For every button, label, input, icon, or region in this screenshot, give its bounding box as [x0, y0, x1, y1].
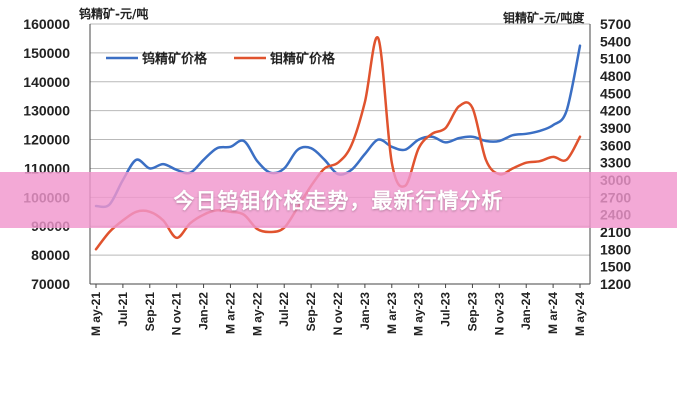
- banner-title: 今日钨钼价格走势，最新行情分析: [173, 189, 504, 213]
- right-axis-ticks: 1200150018002100240027003000330036003900…: [600, 16, 631, 292]
- left-tick-label: 130000: [23, 103, 70, 119]
- right-tick-label: 3600: [600, 137, 631, 153]
- x-tick-label: N ov-22: [331, 292, 345, 336]
- left-tick-label: 120000: [23, 132, 70, 148]
- x-tick-label: Jul-22: [277, 292, 291, 327]
- left-tick-label: 150000: [23, 45, 70, 61]
- x-tick-label: M ay-23: [412, 292, 426, 336]
- chart-legend: 钨精矿价格 钼精矿价格: [106, 51, 336, 67]
- x-tick-label: Sep-21: [143, 292, 157, 332]
- x-tick-label: N ov-21: [170, 292, 184, 336]
- x-tick-label: Jan-24: [519, 292, 533, 330]
- left-axis-unit: 钨精矿-元/吨: [79, 6, 148, 21]
- x-tick-label: Jul-23: [439, 292, 453, 327]
- x-tick-label: M ar-24: [546, 292, 560, 334]
- right-tick-label: 4200: [600, 103, 631, 119]
- right-tick-label: 4800: [600, 68, 631, 84]
- right-tick-label: 1200: [600, 276, 631, 292]
- right-tick-label: 1800: [600, 241, 631, 257]
- right-tick-label: 4500: [600, 85, 631, 101]
- title-banner: 今日钨钼价格走势，最新行情分析: [0, 172, 677, 228]
- legend-label: 钨精矿价格: [142, 51, 208, 67]
- x-tick-label: M ar-22: [223, 292, 237, 334]
- x-tick-label: M ay-22: [250, 292, 264, 336]
- x-tick-label: M ay-24: [573, 292, 587, 336]
- x-tick-label: M ar-23: [385, 292, 399, 334]
- right-tick-label: 1500: [600, 259, 631, 275]
- x-tick-label: Jan-23: [358, 292, 372, 330]
- x-tick-label: Jul-21: [116, 292, 130, 327]
- x-tick-label: M ay-21: [89, 292, 103, 336]
- left-tick-label: 80000: [31, 247, 70, 263]
- x-tick-label: Sep-23: [465, 292, 479, 332]
- right-tick-label: 5700: [600, 16, 631, 32]
- left-tick-label: 160000: [23, 16, 70, 32]
- right-tick-label: 3900: [600, 120, 631, 136]
- right-tick-label: 2100: [600, 224, 631, 240]
- x-tick-label: Jan-22: [197, 292, 211, 330]
- chart-axes: [89, 24, 591, 285]
- left-tick-label: 140000: [23, 74, 70, 90]
- left-tick-label: 70000: [31, 276, 70, 292]
- x-tick-label: Sep-22: [304, 292, 318, 332]
- right-tick-label: 5400: [600, 33, 631, 49]
- right-tick-label: 3300: [600, 155, 631, 171]
- legend-label: 钼精矿价格: [270, 51, 336, 67]
- right-axis-unit: 钼精矿-元/吨度: [503, 10, 585, 25]
- x-tick-label: N ov-23: [492, 292, 506, 336]
- left-axis-ticks: 7000080000900001000001100001200001300001…: [23, 16, 70, 292]
- x-axis-ticks: M ay-21 Jul-21 Sep-21 N ov-21 Jan-22 M ar-22 M…: [89, 284, 587, 336]
- right-tick-label: 5100: [600, 51, 631, 67]
